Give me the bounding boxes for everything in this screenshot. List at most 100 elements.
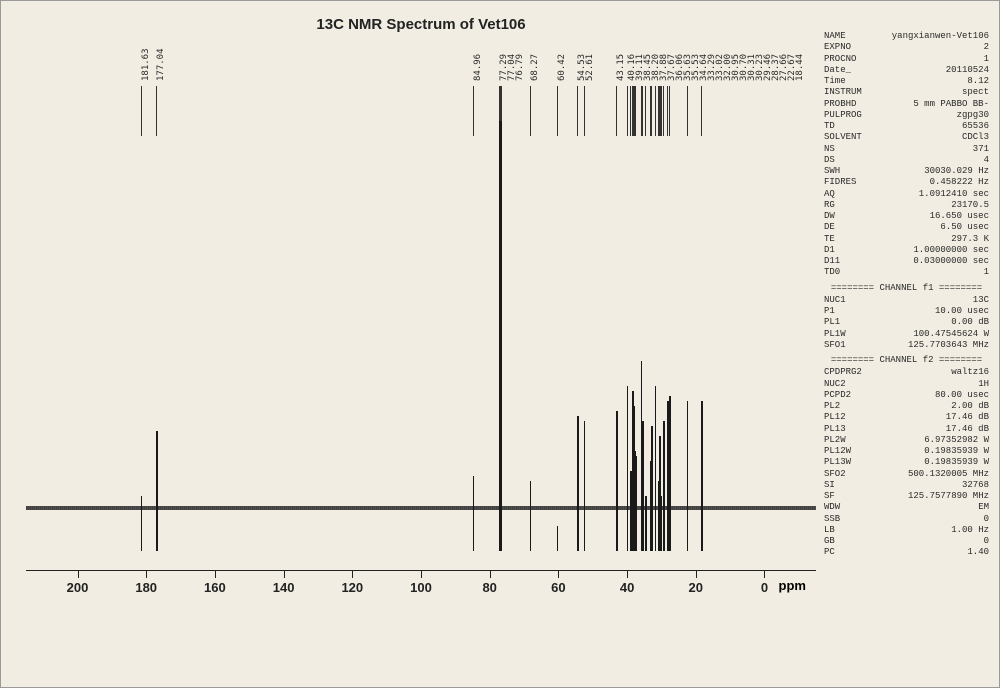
- param-key: DS: [824, 155, 835, 166]
- param-key: GB: [824, 536, 835, 547]
- peak-tick: [635, 86, 636, 136]
- param-row: TE297.3 K: [824, 234, 989, 245]
- param-value: 1.00 Hz: [951, 525, 989, 536]
- peak-tick: [661, 86, 662, 136]
- param-key: PL12: [824, 412, 846, 423]
- spectrum-peak: [577, 416, 579, 551]
- param-value: 65536: [962, 121, 989, 132]
- axis-tick: [421, 570, 422, 578]
- param-row: NUC113C: [824, 295, 989, 306]
- axis-tick: [490, 570, 491, 578]
- param-value: 8.12: [967, 76, 989, 87]
- param-row: DE 6.50 usec: [824, 222, 989, 233]
- param-key: SSB: [824, 514, 840, 525]
- param-key: PCPD2: [824, 390, 851, 401]
- param-value: 100.47545624 W: [913, 329, 989, 340]
- param-value: 10.00 usec: [935, 306, 989, 317]
- peak-tick: [630, 86, 631, 136]
- param-value: 6.50 usec: [940, 222, 989, 233]
- peak-tick: [627, 86, 628, 136]
- param-value: 0.19835939 W: [924, 446, 989, 457]
- peak-tick: [156, 86, 157, 136]
- param-row: PROCNO1: [824, 54, 989, 65]
- param-key: PL13: [824, 424, 846, 435]
- param-key: D11: [824, 256, 840, 267]
- axis-unit: ppm: [779, 578, 806, 593]
- peak-label: 177.04: [156, 48, 211, 81]
- param-key: PL1W: [824, 329, 846, 340]
- param-value: EM: [978, 502, 989, 513]
- spectrum-peak: [669, 396, 671, 551]
- param-key: DE: [824, 222, 835, 233]
- param-value: 0: [984, 514, 989, 525]
- param-key: INSTRUM: [824, 87, 862, 98]
- axis-tick: [627, 570, 628, 578]
- param-row: PC1.40: [824, 547, 989, 558]
- spectrum-peak: [635, 456, 637, 551]
- x-axis: 200180160140120100806040200: [26, 570, 816, 571]
- param-value: 0.19835939 W: [924, 457, 989, 468]
- param-row: SI32768: [824, 480, 989, 491]
- spectrum-peak: [661, 501, 663, 551]
- axis-tick: [146, 570, 147, 578]
- param-row: DW16.650 usec: [824, 211, 989, 222]
- param-row: INSTRUMspect: [824, 87, 989, 98]
- param-value: 80.00 usec: [935, 390, 989, 401]
- spectrum-peak: [473, 476, 475, 551]
- param-row: TD65536: [824, 121, 989, 132]
- channel-f1-header: ======== CHANNEL f1 ========: [824, 283, 989, 294]
- param-key: NUC2: [824, 379, 846, 390]
- param-row: GB0: [824, 536, 989, 547]
- peak-tick: [669, 86, 670, 136]
- param-row: PROBHD5 mm PABBO BB-: [824, 99, 989, 110]
- param-value: 1: [984, 54, 989, 65]
- param-value: 371: [973, 144, 989, 155]
- param-row: SOLVENTCDCl3: [824, 132, 989, 143]
- param-row: TD01: [824, 267, 989, 278]
- peak-tick: [651, 86, 652, 136]
- nmr-page: 13C NMR Spectrum of Vet106 181.63177.048…: [0, 0, 1000, 688]
- param-value: 2.00 dB: [951, 401, 989, 412]
- param-row: PULPROGzgpg30: [824, 110, 989, 121]
- param-value: 17.46 dB: [946, 424, 989, 435]
- spectrum-peak: [667, 401, 669, 551]
- param-value: 125.7577890 MHz: [908, 491, 989, 502]
- param-value: waltz16: [951, 367, 989, 378]
- axis-tick-label: 20: [689, 580, 703, 595]
- param-key: PULPROG: [824, 110, 862, 121]
- param-row: SSB 0: [824, 514, 989, 525]
- spectrum-peak: [584, 421, 586, 551]
- axis-tick-label: 200: [67, 580, 89, 595]
- axis-tick-label: 60: [551, 580, 565, 595]
- peak-tick: [642, 86, 643, 136]
- peak-tick: [663, 86, 664, 136]
- peak-tick: [687, 86, 688, 136]
- param-row: NUC21H: [824, 379, 989, 390]
- param-key: PL13W: [824, 457, 851, 468]
- peak-tick: [557, 86, 558, 136]
- acquisition-parameters: NAMEyangxianwen-Vet106EXPNO2PROCNO1Date_…: [824, 31, 989, 559]
- spectrum-peak: [655, 386, 657, 551]
- param-row: PL1W 100.47545624 W: [824, 329, 989, 340]
- spectrum-peak: [156, 431, 158, 551]
- peak-label-row: 181.63177.0484.9677.2977.0476.7968.2760.…: [26, 26, 816, 136]
- param-row: D11.00000000 sec: [824, 245, 989, 256]
- param-key: Time: [824, 76, 846, 87]
- param-key: CPDPRG2: [824, 367, 862, 378]
- param-value: yangxianwen-Vet106: [892, 31, 989, 42]
- spectrum-area: 13C NMR Spectrum of Vet106 181.63177.048…: [26, 11, 816, 641]
- param-key: SI: [824, 480, 835, 491]
- axis-tick-label: 160: [204, 580, 226, 595]
- axis-tick: [696, 570, 697, 578]
- axis-tick-label: 180: [135, 580, 157, 595]
- param-value: 2: [984, 42, 989, 53]
- axis-tick: [764, 570, 765, 578]
- param-key: TD0: [824, 267, 840, 278]
- spectrum-peak: [616, 411, 618, 551]
- param-row: PL2W6.97352982 W: [824, 435, 989, 446]
- axis-tick-label: 80: [482, 580, 496, 595]
- axis-tick-label: 100: [410, 580, 432, 595]
- axis-tick-label: 40: [620, 580, 634, 595]
- param-key: Date_: [824, 65, 851, 76]
- param-key: SFO2: [824, 469, 846, 480]
